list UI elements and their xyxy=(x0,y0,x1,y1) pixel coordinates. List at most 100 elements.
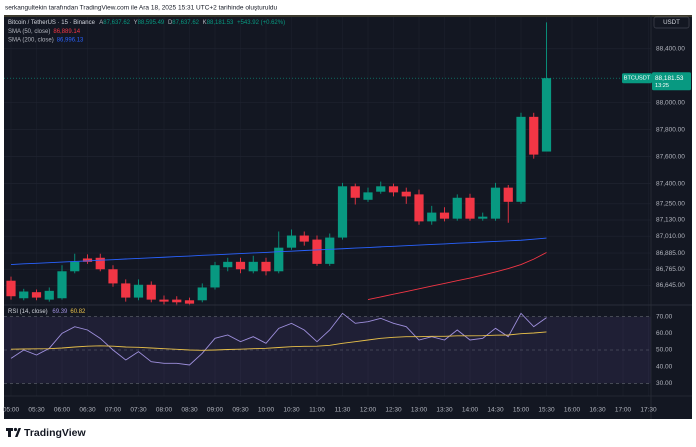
y-tick-label: 86,645.00 xyxy=(656,282,685,289)
ohlc-key: A xyxy=(99,20,103,26)
symbol-title: Bitcoin / TetherUS · 15 · Binance xyxy=(8,20,96,26)
candle-body xyxy=(261,261,271,272)
currency-label: USDT xyxy=(663,19,680,26)
candle-body xyxy=(401,191,411,197)
tradingview-logo xyxy=(6,427,21,437)
rsi-line xyxy=(10,312,547,366)
candle-body xyxy=(452,197,462,219)
chart-background xyxy=(4,15,692,419)
candle-body xyxy=(108,269,118,284)
x-tick-label: 05:30 xyxy=(28,407,45,414)
currency-box[interactable] xyxy=(653,16,690,29)
candle-body xyxy=(388,186,399,193)
candle-body xyxy=(350,186,360,198)
candle-body xyxy=(82,258,93,262)
x-tick-label: 12:30 xyxy=(385,407,402,414)
candle-body xyxy=(286,235,297,248)
candle-body xyxy=(44,290,54,300)
ohlc-value: 88,181.53 xyxy=(207,20,234,26)
indicator-line xyxy=(10,237,547,265)
candle-body xyxy=(19,291,29,299)
y-tick-label: 50.00 xyxy=(656,347,673,354)
rsi-band xyxy=(4,316,651,384)
candle-body xyxy=(159,299,169,302)
candle-body xyxy=(312,239,322,264)
indicator-line xyxy=(367,252,547,301)
y-tick-label: 40.00 xyxy=(656,363,673,370)
footer-brand: TradingView xyxy=(24,427,86,439)
candle-body xyxy=(490,187,501,219)
y-tick-label: 88,000.00 xyxy=(656,99,685,106)
candle-body xyxy=(363,192,373,200)
x-tick-label: 06:00 xyxy=(54,407,71,414)
x-tick-label: 13:30 xyxy=(436,407,453,414)
x-tick-label: 06:30 xyxy=(79,407,96,414)
candle-body xyxy=(210,265,220,288)
symbol-tag-box xyxy=(622,73,652,84)
candle-body xyxy=(299,235,309,242)
marks-layer xyxy=(4,22,651,366)
candle-body xyxy=(133,284,144,298)
y-tick-label: 87,600.00 xyxy=(656,153,685,160)
candle-body xyxy=(516,116,526,202)
x-tick-label: 08:30 xyxy=(181,407,198,414)
candle-body xyxy=(31,292,42,298)
ohlc-value: 88,595.49 xyxy=(138,20,165,26)
candle-body xyxy=(274,247,284,272)
last-price-box xyxy=(652,72,691,91)
candle-body xyxy=(465,197,475,219)
ohlc-value: 87,637.62 xyxy=(172,20,199,26)
x-tick-label: 09:00 xyxy=(207,407,224,414)
rsi-value: 69.39 xyxy=(52,309,68,315)
candle-body xyxy=(197,287,207,301)
x-tick-label: 17:30 xyxy=(640,407,657,414)
x-tick-label: 17:00 xyxy=(615,407,632,414)
x-tick-label: 14:30 xyxy=(487,407,504,414)
candle-body xyxy=(235,261,246,270)
ohlc-key: D xyxy=(168,20,173,26)
ohlc-value: 87,637.62 xyxy=(103,20,130,26)
labels-layer: 05:00 05:30 06:00 06:30 07:00 07:30 08:00 08:30… xyxy=(3,29,691,414)
indicator-value: 86,996.13 xyxy=(57,37,84,43)
y-tick-label: 87,010.00 xyxy=(656,233,685,240)
x-tick-label: 16:00 xyxy=(564,407,581,414)
y-tick-label: 86,885.00 xyxy=(656,250,685,257)
y-tick-label: 87,400.00 xyxy=(656,180,685,187)
x-tick-label: 14:00 xyxy=(462,407,479,414)
y-tick-label: 30.00 xyxy=(656,380,673,387)
ohlc-key: Y xyxy=(134,20,138,26)
y-tick-label: 87,800.00 xyxy=(656,126,685,133)
rsi-value: 60.82 xyxy=(70,309,86,315)
symbol-tag: BTCUSDT xyxy=(624,76,651,82)
y-tick-label: 88,400.00 xyxy=(656,45,685,52)
x-tick-label: 10:30 xyxy=(283,407,300,414)
change-label: +543.92 (+0.62%) xyxy=(237,20,285,26)
indicator-name: SMA (200, close) xyxy=(8,37,54,43)
candle-body xyxy=(57,271,67,299)
price-legend: Bitcoin / TetherUS · 15 · Binance A87,63… xyxy=(8,20,285,26)
candle-body xyxy=(223,261,233,268)
candle-body xyxy=(121,283,131,298)
y-tick-label: 60.00 xyxy=(656,330,673,337)
indicator-value: 86,889.14 xyxy=(53,29,80,35)
x-tick-label: 15:30 xyxy=(538,407,555,414)
candle-body xyxy=(146,284,156,300)
countdown-label: 13:25 xyxy=(655,83,669,89)
candle-body xyxy=(439,212,450,219)
candle-body xyxy=(337,186,348,238)
x-tick-label: 11:30 xyxy=(335,407,351,414)
candle-body xyxy=(248,261,258,272)
x-tick-label: 08:00 xyxy=(156,407,173,414)
rsi-legend: RSI (14, close) 69.39 60.82 xyxy=(8,309,86,315)
candle-body xyxy=(325,237,335,264)
x-tick-label: 09:30 xyxy=(232,407,249,414)
x-tick-label: 15:00 xyxy=(513,407,530,414)
rsi-title: RSI (14, close) xyxy=(8,309,48,315)
y-tick-label: 86,765.00 xyxy=(656,266,685,273)
x-tick-label: 11:00 xyxy=(309,407,325,414)
indicator-legend: SMA (200, close) 86,996.13 xyxy=(8,37,84,43)
last-price-label: 88,181.53 xyxy=(655,75,684,82)
x-tick-label: 10:00 xyxy=(258,407,275,414)
grid-layer xyxy=(4,17,651,396)
y-tick-label: 87,250.00 xyxy=(656,201,685,208)
